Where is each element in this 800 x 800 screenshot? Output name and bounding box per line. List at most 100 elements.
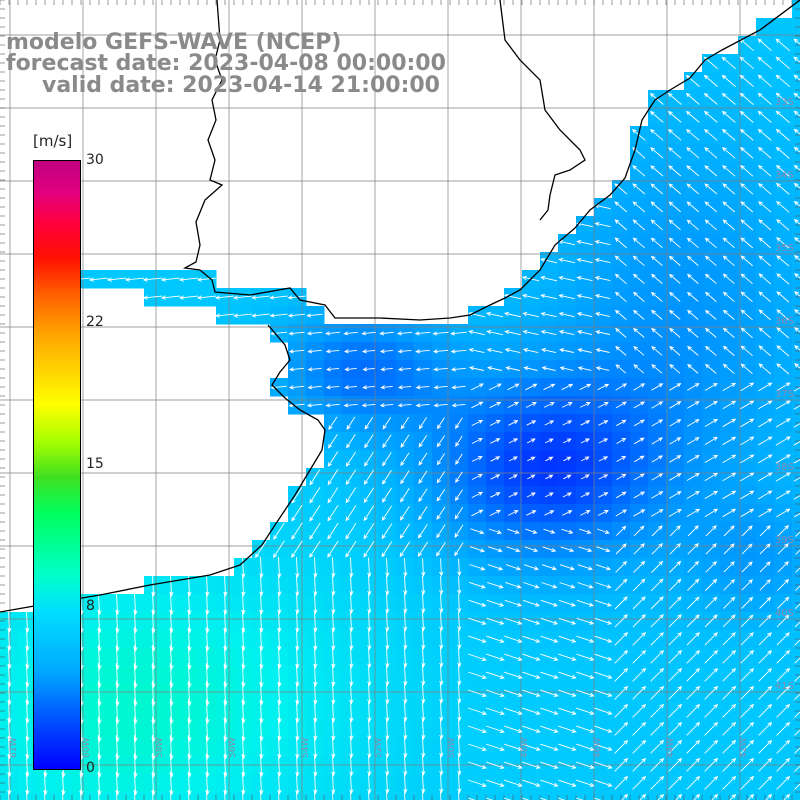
wind-arrow <box>385 557 390 578</box>
wind-arrow <box>793 200 800 207</box>
wind-arrow <box>345 469 357 486</box>
wind-arrow <box>650 721 665 736</box>
wind-arrow <box>562 492 572 498</box>
wind-arrow <box>8 790 10 800</box>
wind-arrow <box>793 495 800 500</box>
wind-arrow <box>651 491 664 499</box>
wind-arrow <box>747 793 755 800</box>
wind-arrow <box>344 367 357 372</box>
wind-arrow <box>454 542 464 557</box>
wind-arrow <box>327 451 339 468</box>
wind-arrow <box>687 363 699 374</box>
wind-arrow <box>490 456 501 462</box>
wind-arrow <box>523 582 540 589</box>
wind-arrow <box>775 92 790 106</box>
wind-arrow <box>776 201 790 213</box>
wind-arrow <box>650 596 664 610</box>
wind-arrow <box>669 327 681 338</box>
wind-arrow <box>775 182 790 195</box>
wind-arrow <box>704 757 719 772</box>
wind-arrow <box>632 685 647 700</box>
wind-arrow <box>668 649 683 664</box>
wind-arrow <box>740 237 754 249</box>
wind-arrow <box>633 327 645 338</box>
wind-arrow <box>686 739 701 754</box>
wind-arrow <box>467 671 487 679</box>
wind-arrow <box>765 793 773 800</box>
latitude-label: 34S <box>775 170 794 181</box>
wind-arrow <box>741 543 753 555</box>
wind-arrow <box>540 689 559 697</box>
wind-arrow <box>362 367 375 372</box>
wind-arrow <box>385 575 390 596</box>
wind-arrow <box>722 201 736 213</box>
longitude-label: 50W <box>447 738 457 758</box>
wind-arrow <box>522 797 530 800</box>
wind-arrow <box>160 295 181 300</box>
wind-arrow <box>615 543 627 555</box>
wind-arrow <box>381 487 392 503</box>
wind-arrow <box>436 435 445 448</box>
wind-arrow <box>723 543 735 555</box>
wind-arrow <box>775 382 791 392</box>
wind-arrow <box>722 327 735 338</box>
wind-arrow <box>704 273 717 284</box>
wind-arrow <box>758 418 773 428</box>
wind-arrow <box>436 471 446 484</box>
wind-arrow <box>614 649 629 664</box>
longitude-label: 48W <box>520 738 530 758</box>
wind-arrow <box>576 797 584 800</box>
wind-arrow <box>704 327 717 338</box>
wind-arrow <box>269 295 288 300</box>
wind-arrow <box>490 492 501 498</box>
latitude-label: 35S <box>775 243 794 254</box>
wind-arrow <box>504 743 523 751</box>
wind-arrow <box>669 419 682 427</box>
wind-arrow <box>705 578 718 591</box>
wind-arrow <box>486 653 505 661</box>
wind-arrow <box>740 201 754 213</box>
wind-arrow <box>345 540 357 558</box>
wind-arrow <box>704 649 719 664</box>
wind-arrow <box>651 364 663 374</box>
wind-arrow <box>651 327 663 338</box>
longitude-label: 42W <box>739 738 749 758</box>
wind-arrow <box>614 667 629 682</box>
longitude-label: 54W <box>301 738 311 758</box>
wind-arrow <box>632 273 645 284</box>
wind-arrow <box>580 474 590 480</box>
wind-arrow <box>457 719 462 740</box>
wind-arrow <box>668 667 683 682</box>
wind-arrow <box>382 469 392 485</box>
wind-arrow <box>504 761 523 769</box>
wind-arrow <box>489 509 502 517</box>
wind-arrow <box>488 528 503 534</box>
wind-arrow <box>667 92 682 105</box>
wind-arrow <box>740 382 755 392</box>
wind-arrow <box>508 474 518 480</box>
wind-arrow <box>722 436 737 446</box>
wind-arrow <box>777 561 789 573</box>
latitude-label: 39S <box>775 535 794 546</box>
wind-arrow <box>397 349 412 354</box>
wind-arrow <box>288 403 305 408</box>
wind-arrow <box>614 255 627 267</box>
wind-arrow <box>115 789 118 800</box>
wind-arrow <box>488 546 503 553</box>
wind-arrow <box>349 754 354 777</box>
wind-arrow <box>723 525 735 537</box>
wind-arrow <box>522 779 541 787</box>
wind-arrow <box>540 653 559 661</box>
wind-arrow <box>776 273 790 285</box>
wind-arrow <box>288 367 305 372</box>
wind-arrow <box>386 791 388 800</box>
wind-arrow <box>349 575 354 596</box>
wind-arrow <box>794 783 800 790</box>
wind-arrow <box>669 309 681 320</box>
wind-arrow <box>362 385 375 390</box>
longitude-label: 58W <box>155 738 165 758</box>
wind-arrow <box>739 74 754 87</box>
latitude-label: 38S <box>775 462 794 473</box>
